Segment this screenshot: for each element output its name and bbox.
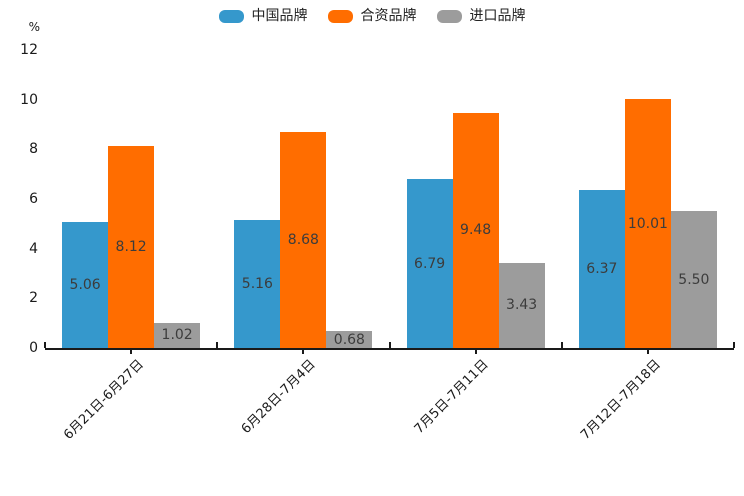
bar-进口品牌-1[interactable] [154, 322, 201, 348]
x-axis-center-tick [302, 350, 304, 354]
x-axis-center-tick [647, 350, 649, 354]
bar-合资品牌-1[interactable] [108, 146, 155, 348]
bar-value-label: 3.43 [506, 297, 538, 314]
legend-item-label: 进口品牌 [469, 8, 526, 24]
bar-进口品牌-3[interactable] [498, 262, 545, 348]
legend-item-label: 合资品牌 [360, 8, 417, 24]
bar-value-label: 5.16 [241, 275, 273, 292]
x-axis-category-label: 6月28日-7月4日 [239, 357, 319, 437]
bar-中国品牌-2[interactable] [234, 219, 281, 348]
y-axis-tick-label: 8 [29, 141, 38, 158]
bar-value-label: 8.68 [287, 232, 319, 249]
bar-合资品牌-2[interactable] [280, 132, 327, 348]
x-axis-category-label: 7月5日-7月11日 [411, 357, 492, 437]
bar-进口品牌-2[interactable] [326, 331, 373, 348]
bar-value-label: 8.12 [115, 239, 147, 256]
legend: 中国品牌 合资品牌 进口品牌 [0, 7, 744, 25]
legend-item-series-2[interactable]: 进口品牌 [436, 7, 526, 25]
bar-中国品牌-1[interactable] [62, 222, 109, 348]
legend-swatch-icon [436, 9, 462, 23]
legend-item-label: 中国品牌 [251, 8, 308, 24]
bar-合资品牌-4[interactable] [624, 99, 671, 348]
bar-value-label: 0.68 [333, 331, 365, 348]
x-axis-category-label: 7月12日-7月18日 [577, 357, 664, 443]
y-axis-tick-label: 10 [20, 91, 38, 108]
x-axis-category-label: 6月21日-6月27日 [60, 357, 147, 443]
bar-value-label: 9.48 [460, 222, 492, 239]
y-axis-tick-label: 12 [20, 42, 38, 58]
bar-value-label: 6.79 [414, 255, 446, 272]
legend-swatch-icon [327, 9, 353, 23]
x-axis-boundary-tick [733, 342, 735, 348]
bar-value-label: 1.02 [161, 327, 193, 344]
x-axis-boundary-tick [389, 342, 391, 348]
y-axis-tick-label: 2 [29, 290, 38, 307]
x-axis-boundary-tick [44, 342, 46, 348]
bar-中国品牌-4[interactable] [578, 189, 625, 348]
y-axis-tick-label: 0 [29, 340, 38, 356]
x-axis-center-tick [130, 350, 132, 354]
bar-value-label: 10.01 [627, 215, 668, 232]
legend-item-series-0[interactable]: 中国品牌 [218, 7, 308, 25]
bar-中国品牌-3[interactable] [406, 179, 453, 348]
y-axis-tick-label: 4 [29, 240, 38, 257]
legend-item-series-1[interactable]: 合资品牌 [327, 7, 417, 25]
y-axis-unit-label: % [28, 20, 40, 34]
x-axis-boundary-tick [216, 342, 218, 348]
bar-value-label: 5.50 [678, 271, 710, 288]
y-axis-tick-label: 6 [29, 191, 38, 207]
legend-swatch-icon [218, 9, 244, 23]
bar-合资品牌-3[interactable] [452, 112, 499, 348]
bar-value-label: 5.06 [69, 277, 101, 294]
x-axis-line [45, 348, 734, 350]
bar-进口品牌-4[interactable] [670, 211, 717, 348]
bar-value-label: 6.37 [586, 260, 618, 277]
x-axis-boundary-tick [561, 342, 563, 348]
x-axis-center-tick [475, 350, 477, 354]
